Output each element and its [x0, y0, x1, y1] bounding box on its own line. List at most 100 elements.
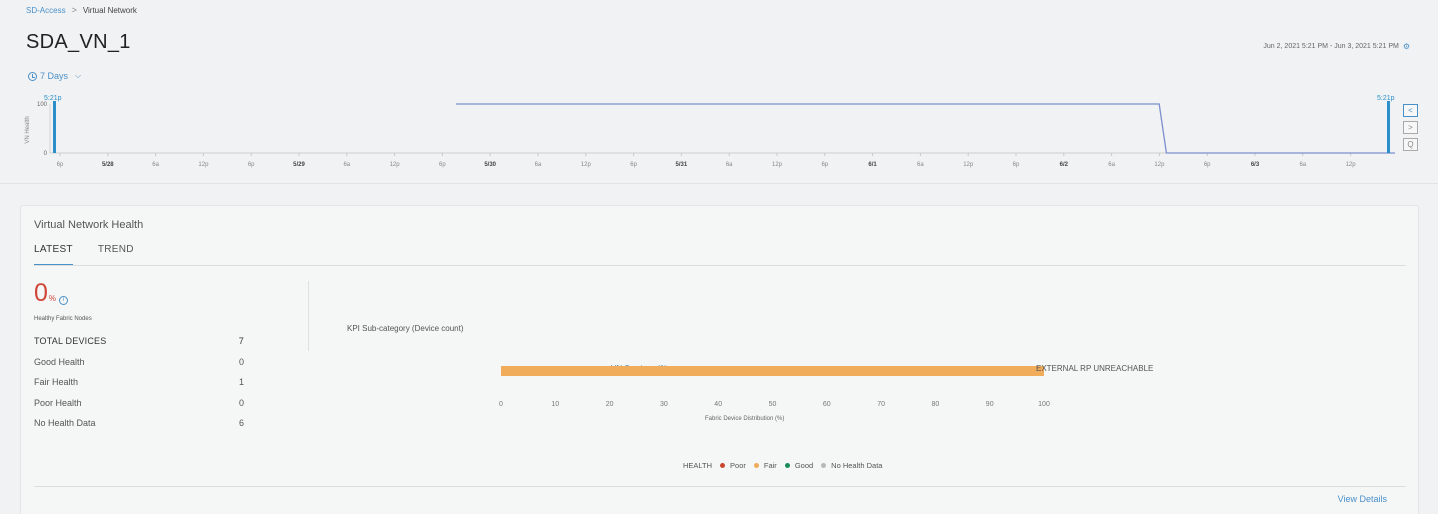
legend-dot — [784, 463, 790, 468]
column-divider — [308, 281, 309, 351]
breadcrumb-sd-access-link[interactable]: SD-Access — [26, 5, 66, 15]
health-score-label: Healthy Fabric Nodes — [34, 316, 92, 322]
timeline-tick-label: 6p — [439, 162, 446, 168]
timeline-prev-button[interactable]: < — [1403, 104, 1418, 117]
stat-label: No Health Data — [34, 418, 96, 429]
timeline-tick-label: 6/3 — [1251, 162, 1260, 168]
stat-row-no-data: No Health Data 6 — [34, 413, 244, 434]
timeline-tick-label: 6a — [1299, 162, 1306, 168]
health-legend: HEALTH Poor Fair Good No Health Data — [683, 461, 882, 470]
breadcrumb-current: Virtual Network — [82, 5, 137, 15]
timeline-tick-label: 12p — [390, 162, 401, 168]
legend-item-good: Good — [784, 461, 814, 470]
tab-latest[interactable]: LATEST — [34, 244, 73, 266]
x-tick-label: 90 — [986, 401, 994, 408]
stat-label: Fair Health — [34, 377, 79, 388]
timeline-tick-label: 6a — [917, 162, 924, 168]
timeline-end-handle[interactable] — [1387, 101, 1390, 153]
breadcrumb-separator-icon: > — [71, 5, 77, 15]
timeline-tick-label: 12p — [198, 162, 209, 168]
timeline-tick-label: 12p — [1154, 162, 1165, 168]
stat-row-fair: Fair Health 1 — [34, 372, 244, 393]
stat-row-poor: Poor Health 0 — [34, 393, 244, 414]
timeline-tick-label: 6a — [152, 162, 159, 168]
timeline-tick-label: 6p — [1204, 162, 1211, 168]
timeline-tick-label: 6p — [630, 162, 637, 168]
stat-value: 6 — [238, 418, 244, 429]
x-tick-label: 40 — [714, 401, 722, 408]
panel-tabs: LATEST TREND — [34, 244, 134, 266]
legend-dot — [821, 463, 827, 468]
tab-trend[interactable]: TREND — [97, 244, 134, 255]
timeline-tick-label: 6/1 — [868, 162, 877, 168]
date-range-text: Jun 2, 2021 5:21 PM - Jun 3, 2021 5:21 P… — [1263, 43, 1399, 50]
legend-label: No Health Data — [831, 461, 883, 470]
timeline-zoom-button[interactable]: Q — [1403, 138, 1418, 151]
timeline-tick-label: 6a — [1108, 162, 1115, 168]
timeline-tick-label: 12p — [963, 162, 974, 168]
timeline-tick-label: 5/29 — [293, 162, 305, 168]
timeline-tick-label: 12p — [772, 162, 783, 168]
view-details-link[interactable]: View Details — [1337, 494, 1387, 504]
info-icon[interactable]: i — [59, 295, 69, 305]
kpi-subcategory-title: KPI Sub-category (Device count) — [347, 324, 464, 333]
timeline-tick-label: 5/31 — [676, 162, 688, 168]
x-tick-label: 100 — [1038, 401, 1050, 408]
stat-value: 1 — [238, 377, 244, 388]
stat-label: TOTAL DEVICES — [34, 336, 107, 347]
device-stats-list: TOTAL DEVICES 7 Good Health 0 Fair Healt… — [34, 331, 244, 434]
legend-item-poor: Poor — [720, 461, 746, 470]
timeline-tick-label: 6p — [57, 162, 64, 168]
timeline-tick-label: 6p — [1013, 162, 1020, 168]
timeline-tick-label: 6a — [726, 162, 733, 168]
timeline-tick-label: 6p — [821, 162, 828, 168]
legend-dot — [753, 463, 759, 468]
timeline-tick-label: 5/30 — [484, 162, 496, 168]
timeline-y-tick: 100 — [37, 102, 48, 108]
x-tick-label: 0 — [499, 401, 503, 408]
bar-annotation: EXTERNAL RP UNREACHABLE — [1036, 364, 1154, 373]
section-divider — [0, 183, 1438, 184]
timeline-y-tick: 0 — [44, 151, 48, 157]
time-range-dropdown[interactable]: 7 Days ⌵ — [28, 71, 81, 81]
health-score-unit: % — [48, 294, 57, 303]
timeline-start-handle[interactable] — [53, 101, 56, 153]
panel-title: Virtual Network Health — [34, 219, 144, 231]
timeline-end-marker: 5:21p — [1377, 95, 1395, 102]
time-range-label: 7 Days — [40, 71, 69, 81]
timeline-chart: VN Health 100 0 6p 5/28 6a 12p 6p 5/29 6a 12p 6p 5/3… — [25, 95, 1395, 168]
health-score: 0 % i — [34, 279, 69, 308]
health-score-value: 0 — [34, 279, 48, 307]
x-tick-label: 50 — [769, 401, 777, 408]
legend-label: Good — [794, 461, 814, 470]
stat-value: 0 — [238, 397, 244, 408]
legend-item-fair: Fair — [753, 461, 777, 470]
x-tick-label: 80 — [932, 401, 940, 408]
kpi-bar-svg: 0 10 20 30 40 50 60 70 80 90 100 — [499, 366, 1050, 408]
stat-value: 0 — [238, 356, 244, 367]
x-tick-label: 70 — [877, 401, 885, 408]
timeline-tick-label: 6p — [248, 162, 255, 168]
timeline-tick-label: 12p — [1346, 162, 1357, 168]
x-axis-title: Fabric Device Distribution (%) — [705, 416, 785, 422]
legend-title: HEALTH — [683, 461, 713, 470]
stat-label: Good Health — [34, 356, 85, 367]
chevron-down-icon: ⌵ — [75, 71, 82, 80]
virtual-network-health-panel: Virtual Network Health LATEST TREND 0 % … — [20, 205, 1419, 514]
timeline-tick-label: 6a — [343, 162, 350, 168]
timeline-next-button[interactable]: > — [1403, 121, 1418, 134]
legend-item-no-data: No Health Data — [821, 461, 882, 470]
settings-gear-icon[interactable]: ⚙ — [1402, 42, 1410, 51]
timeline-tick-label: 12p — [581, 162, 592, 168]
stat-row-total: TOTAL DEVICES 7 — [34, 331, 244, 352]
kpi-bar-chart: 0 10 20 30 40 50 60 70 80 90 100 — [321, 356, 1221, 436]
vn-health-line — [456, 103, 1395, 154]
date-range: Jun 2, 2021 5:21 PM - Jun 3, 2021 5:21 P… — [1263, 42, 1410, 51]
kpi-bar[interactable] — [501, 366, 1044, 376]
timeline-start-marker: 5:21p — [44, 95, 62, 102]
health-timeline[interactable]: VN Health 100 0 6p 5/28 6a 12p 6p 5/29 6a 12p 6p 5/3… — [20, 90, 1420, 176]
x-tick-label: 60 — [823, 401, 831, 408]
legend-dot — [720, 463, 726, 468]
footer-divider — [34, 486, 1406, 487]
legend-label: Fair — [763, 461, 777, 470]
